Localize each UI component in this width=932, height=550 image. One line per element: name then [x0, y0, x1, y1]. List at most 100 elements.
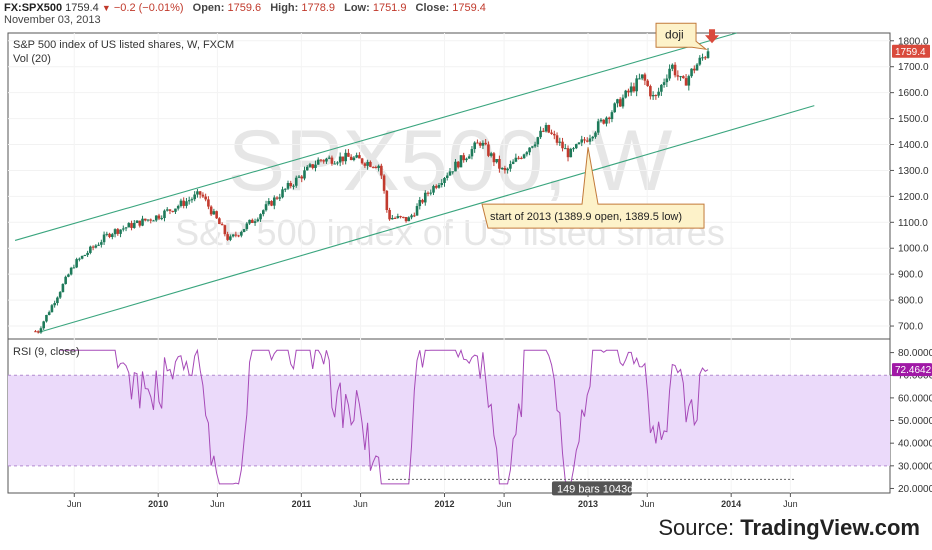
candle-body [283, 188, 287, 190]
candle-body [251, 219, 254, 223]
candle-body [632, 86, 636, 92]
time-tick-label: Jun [353, 499, 368, 509]
start-2013-annotation[interactable]: start of 2013 (1389.9 open, 1389.5 low) [481, 147, 705, 229]
candle-body [34, 331, 37, 333]
candle-body [673, 64, 677, 76]
candle-body [676, 75, 680, 77]
candle-body [624, 90, 627, 98]
candle-body [412, 215, 416, 217]
candle-body [561, 141, 564, 149]
candle-body [542, 130, 545, 132]
candle-body [651, 95, 655, 97]
red-down-arrow-icon [705, 29, 720, 44]
time-tick-label: Jun [783, 499, 798, 509]
candle-body [286, 182, 290, 189]
price-tick-label: 1600.0 [898, 88, 929, 99]
candle-body [278, 197, 282, 199]
candle-body [695, 64, 699, 71]
price-tick-label: 1300.0 [898, 166, 929, 177]
candle-body [240, 232, 243, 236]
time-tick-label: 2014 [721, 499, 741, 509]
candle-body [569, 148, 573, 158]
candle-body [495, 159, 498, 163]
candle-body [566, 148, 570, 158]
candle-body [237, 235, 240, 237]
candle-body [693, 68, 696, 71]
candle-body [39, 328, 43, 333]
candle-body [363, 163, 367, 166]
candle-body [588, 138, 592, 142]
candle-body [130, 223, 133, 228]
candle-body [174, 208, 177, 212]
price-tick-label: 800.0 [898, 296, 923, 307]
candle-body [327, 157, 331, 159]
doji-annotation[interactable]: doji [655, 22, 708, 51]
candle-body [176, 206, 180, 209]
candle-body [465, 158, 468, 161]
candle-body [476, 142, 479, 144]
candle-body [503, 168, 507, 171]
candle-body [157, 215, 161, 219]
candle-body [53, 303, 56, 306]
candle-body [629, 86, 633, 93]
candle-body [314, 164, 317, 169]
candle-body [456, 161, 460, 168]
high-label: High: [270, 2, 299, 14]
candle-body [253, 221, 257, 223]
candle-body [517, 157, 520, 159]
candle-body [187, 200, 191, 202]
candle-body [487, 144, 490, 156]
candle-body [665, 78, 669, 83]
candle-body [270, 201, 273, 206]
candle-body [706, 51, 710, 58]
candle-body [662, 82, 666, 85]
candle-body [242, 229, 246, 233]
candle-body [245, 223, 249, 230]
trend-channel[interactable] [14, 32, 815, 334]
price-axis[interactable]: 700.0 800.0 900.0 1000.0 1100.0 1200.0 1300.0 1… [890, 36, 929, 333]
rsi-tick-label: 40.0000 [898, 439, 932, 450]
candle-body [643, 74, 647, 81]
candle-body [492, 153, 496, 163]
candle-body [522, 154, 526, 159]
candle-body [531, 146, 534, 148]
candle-body [146, 219, 150, 221]
candle-body [369, 161, 372, 167]
candle-body [388, 210, 391, 220]
price-tick-label: 1800.0 [898, 36, 929, 47]
candle-body [679, 76, 682, 78]
candle-body [621, 97, 625, 107]
candle-body [498, 159, 501, 169]
time-tick-label: Jun [210, 499, 225, 509]
candle-body [536, 137, 540, 145]
time-tick-label: Jun [640, 499, 655, 509]
rsi-axis[interactable]: 20.0000 30.0000 40.0000 50.0000 60.0000 70.00… [890, 348, 932, 495]
candle-body [399, 216, 402, 218]
candle-body [539, 130, 542, 138]
candle-body [640, 74, 644, 79]
candle-body [402, 216, 405, 218]
candle-body [437, 184, 441, 188]
candle-body [182, 200, 185, 206]
bars-range-measure[interactable]: 149 bars 1043d [388, 478, 796, 496]
candle-body [396, 216, 400, 219]
candle-body [50, 305, 54, 313]
candle-body [135, 220, 139, 223]
candle-body [366, 161, 369, 166]
candle-body [121, 228, 125, 230]
candle-body [682, 76, 685, 79]
candle-body [358, 155, 361, 159]
candle-body [698, 57, 702, 65]
candle-body [599, 119, 603, 122]
candle-body [596, 121, 600, 133]
candle-body [418, 199, 422, 207]
time-axis[interactable]: Jun 2010 Jun 2011 Jun 2012 Jun 2013 Jun 2014 Jun [67, 493, 798, 509]
candle-body [391, 217, 394, 220]
price-tick-label: 1500.0 [898, 114, 929, 125]
candle-body [349, 156, 353, 161]
start-2013-annotation-text: start of 2013 (1389.9 open, 1389.5 low) [490, 211, 682, 223]
candle-body [467, 156, 471, 159]
last-price: 1759.4 [65, 2, 99, 14]
candle-body [207, 199, 210, 207]
